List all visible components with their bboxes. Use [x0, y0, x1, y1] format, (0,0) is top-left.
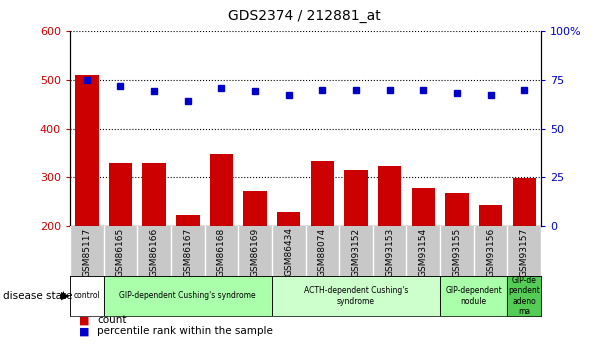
Bar: [243, 191, 267, 226]
Text: GSM86169: GSM86169: [250, 227, 260, 277]
Text: ■: ■: [79, 326, 93, 336]
Text: GSM93155: GSM93155: [452, 227, 461, 277]
Bar: [445, 193, 469, 226]
Text: GDS2374 / 212881_at: GDS2374 / 212881_at: [227, 9, 381, 23]
Bar: [344, 170, 368, 226]
Text: ▶: ▶: [61, 291, 70, 301]
Text: GSM93152: GSM93152: [351, 227, 361, 277]
Bar: [176, 215, 199, 226]
Bar: [378, 166, 401, 226]
Text: GSM93157: GSM93157: [520, 227, 529, 277]
Bar: [412, 188, 435, 226]
Text: disease state: disease state: [3, 291, 72, 301]
Text: GSM86168: GSM86168: [217, 227, 226, 277]
Bar: [142, 162, 166, 226]
Bar: [277, 212, 300, 226]
Bar: [109, 162, 132, 226]
Bar: [513, 178, 536, 226]
Text: GSM93156: GSM93156: [486, 227, 495, 277]
Text: GSM88074: GSM88074: [318, 227, 327, 277]
Text: percentile rank within the sample: percentile rank within the sample: [97, 326, 273, 336]
Text: GIP-dependent
nodule: GIP-dependent nodule: [446, 286, 502, 306]
Text: GSM86434: GSM86434: [284, 227, 293, 276]
Bar: [479, 205, 502, 226]
Text: GSM86166: GSM86166: [150, 227, 159, 277]
Text: GSM93154: GSM93154: [419, 227, 428, 277]
Bar: [75, 75, 98, 226]
Text: control: control: [74, 291, 100, 300]
Text: GSM93153: GSM93153: [385, 227, 394, 277]
Text: ■: ■: [79, 315, 93, 325]
Text: GSM85117: GSM85117: [82, 227, 91, 277]
Text: count: count: [97, 315, 127, 325]
Text: ACTH-dependent Cushing's
syndrome: ACTH-dependent Cushing's syndrome: [304, 286, 408, 306]
Text: GIP-de
pendent
adeno
ma: GIP-de pendent adeno ma: [508, 276, 541, 316]
Text: GIP-dependent Cushing's syndrome: GIP-dependent Cushing's syndrome: [119, 291, 256, 300]
Bar: [311, 161, 334, 226]
Text: GSM86165: GSM86165: [116, 227, 125, 277]
Text: GSM86167: GSM86167: [183, 227, 192, 277]
Bar: [210, 154, 233, 226]
